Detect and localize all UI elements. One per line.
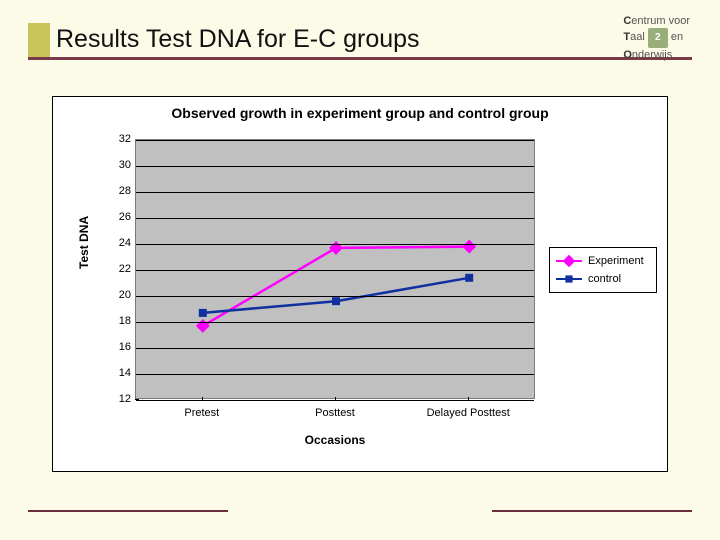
- chart-legend: Experiment control: [549, 247, 657, 293]
- y-tick-label: 12: [119, 393, 131, 405]
- legend-swatch: [556, 272, 582, 286]
- logo-l1b: entrum voor: [631, 15, 690, 27]
- logo-l3b: nderwijs: [632, 49, 672, 61]
- logo-l2b: aal: [630, 31, 645, 43]
- grid-line: [136, 166, 534, 167]
- title-bar: Results Test DNA for E-C groups: [28, 22, 692, 60]
- chart-series: [136, 140, 534, 398]
- org-logo: Centrum voor Taal 2 en Onderwijs: [623, 14, 690, 62]
- y-tick-label: 22: [119, 263, 131, 275]
- series-line: [203, 247, 469, 326]
- series-marker: [332, 297, 340, 305]
- y-tick-label: 24: [119, 237, 131, 249]
- chart-container: Observed growth in experiment group and …: [52, 96, 668, 472]
- chart-title: Observed growth in experiment group and …: [53, 97, 667, 121]
- slide-title: Results Test DNA for E-C groups: [56, 25, 420, 54]
- y-axis-label: Test DNA: [77, 216, 91, 269]
- grid-line: [136, 374, 534, 375]
- y-tick-label: 18: [119, 315, 131, 327]
- y-axis: 1214161820222426283032: [105, 139, 133, 399]
- x-tick-label: Pretest: [184, 407, 219, 419]
- y-tick-label: 30: [119, 159, 131, 171]
- y-tick-label: 28: [119, 185, 131, 197]
- grid-line: [136, 192, 534, 193]
- logo-l2c: en: [671, 31, 683, 43]
- x-tick-label: Delayed Posttest: [427, 407, 510, 419]
- grid-line: [136, 140, 534, 141]
- grid-line: [136, 322, 534, 323]
- legend-swatch: [556, 254, 582, 268]
- series-marker: [462, 240, 476, 254]
- legend-label: Experiment: [588, 255, 644, 267]
- grid-line: [136, 348, 534, 349]
- grid-line: [136, 244, 534, 245]
- logo-text: Centrum voor Taal 2 en Onderwijs: [623, 14, 690, 62]
- logo-square-icon: 2: [648, 28, 668, 48]
- y-tick-label: 26: [119, 211, 131, 223]
- logo-l3a: O: [623, 49, 632, 61]
- footer-rule-left: [28, 510, 228, 512]
- plot-area: [135, 139, 535, 399]
- legend-label: control: [588, 273, 621, 285]
- grid-line: [136, 218, 534, 219]
- y-tick-label: 20: [119, 289, 131, 301]
- y-tick-label: 16: [119, 341, 131, 353]
- y-tick-label: 14: [119, 367, 131, 379]
- title-accent: [28, 23, 50, 57]
- grid-line: [136, 270, 534, 271]
- x-tick-label: Posttest: [315, 407, 355, 419]
- series-marker: [465, 274, 473, 282]
- grid-line: [136, 296, 534, 297]
- y-tick-label: 32: [119, 133, 131, 145]
- series-marker: [199, 309, 207, 317]
- x-axis: Pretest Posttest Delayed Posttest: [135, 401, 535, 429]
- x-axis-label: Occasions: [135, 433, 535, 447]
- legend-item: Experiment: [556, 252, 650, 270]
- legend-item: control: [556, 270, 650, 288]
- footer-rule-right: [492, 510, 692, 512]
